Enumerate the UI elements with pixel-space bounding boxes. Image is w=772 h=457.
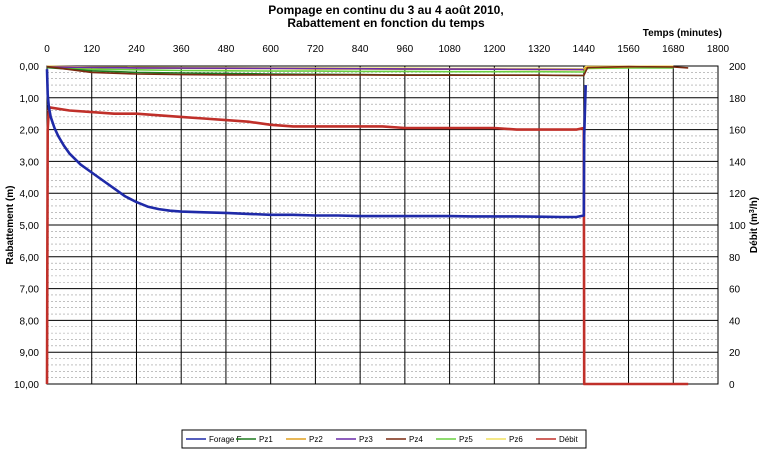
y2-tick-label: 160 [729, 126, 746, 137]
legend-box [181, 429, 587, 449]
y-tick-label: 3,00 [20, 157, 40, 168]
legend-label: Pz3 [359, 435, 373, 444]
y-tick-label: 8,00 [20, 316, 40, 327]
y2-tick-label: 200 [729, 62, 746, 73]
series-line-forage-f [45, 69, 587, 219]
x-tick-label: 1560 [617, 44, 640, 55]
y2-tick-label: 120 [729, 189, 746, 200]
y2-tick-label: 140 [729, 157, 746, 168]
x-tick-label: 0 [44, 44, 50, 55]
y-tick-label: 9,00 [20, 348, 40, 359]
chart-subtitle: Rabattement en fonction du temps [287, 16, 485, 30]
chart-title: Pompage en continu du 3 au 4 août 2010, [268, 3, 504, 17]
series-line-pz4 [46, 65, 689, 77]
x-tick-label: 1440 [573, 44, 596, 55]
x-tick-label: 1080 [438, 44, 461, 55]
series-line-d-bit [45, 106, 689, 386]
legend-label: Pz6 [509, 435, 523, 444]
y-tick-label: 0,00 [20, 62, 40, 73]
x-tick-label: 1320 [528, 44, 551, 55]
x-tick-label: 120 [83, 44, 100, 55]
x-tick-label: 960 [397, 44, 414, 55]
major-grid [47, 66, 718, 384]
series-line-pz3 [46, 66, 584, 71]
chart-title-block: Pompage en continu du 3 au 4 août 2010, … [0, 4, 772, 30]
x-tick-labels: 0 120 240 360 480 600 720 840 960 1080 1200 1320 144… [44, 44, 729, 55]
y2-axis-label: Débit (m3/h) [749, 197, 761, 253]
y-tick-label: 2,00 [20, 126, 40, 137]
y2-tick-label: 80 [729, 253, 741, 264]
x-axis-label: Temps (minutes) [643, 28, 722, 39]
x-tick-label: 480 [218, 44, 235, 55]
series-layer [45, 65, 689, 386]
y2-tick-label: 40 [729, 316, 741, 327]
y2-tick-label: 180 [729, 94, 746, 105]
legend-label: Débit [559, 435, 578, 444]
legend-label: Forage F [209, 435, 242, 444]
x-tick-label: 1680 [662, 44, 685, 55]
x-tick-label: 360 [173, 44, 190, 55]
y-tick-label: 7,00 [20, 285, 40, 296]
y-axis-label: Rabattement (m) [5, 186, 16, 265]
x-tick-label: 720 [307, 44, 324, 55]
y2-tick-label: 60 [729, 285, 741, 296]
x-tick-label: 840 [352, 44, 369, 55]
legend-label: Pz5 [459, 435, 473, 444]
legend-label: Pz4 [409, 435, 423, 444]
legend: Forage F Pz1 Pz2 Pz3 Pz4 Pz5 Pz6 Débit [186, 435, 578, 444]
y-tick-labels: 0,00 1,00 2,00 3,00 4,00 5,00 6,00 7,00 8,00 9,00… [14, 62, 39, 391]
legend-label: Pz2 [309, 435, 323, 444]
y-tick-label: 4,00 [20, 189, 40, 200]
y-tick-label: 6,00 [20, 253, 40, 264]
legend-label: Pz1 [259, 435, 273, 444]
y-tick-label: 1,00 [20, 94, 40, 105]
x-tick-label: 600 [262, 44, 279, 55]
y2-tick-label: 0 [729, 380, 735, 391]
x-tick-label: 1200 [483, 44, 506, 55]
x-tick-label: 1800 [707, 44, 730, 55]
y-tick-label: 10,00 [14, 380, 39, 391]
y-tick-label: 5,00 [20, 221, 40, 232]
x-tick-label: 240 [128, 44, 145, 55]
y2-tick-label: 100 [729, 221, 746, 232]
y2-tick-label: 20 [729, 348, 741, 359]
